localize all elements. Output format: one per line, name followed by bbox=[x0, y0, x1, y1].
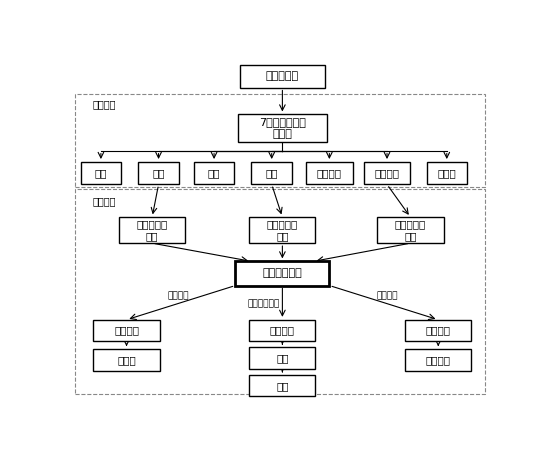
Text: 识别挂字: 识别挂字 bbox=[376, 291, 398, 300]
Text: 双层挂牌: 双层挂牌 bbox=[426, 355, 451, 365]
FancyBboxPatch shape bbox=[94, 349, 160, 370]
FancyBboxPatch shape bbox=[249, 348, 316, 369]
Text: 字符识别模型: 字符识别模型 bbox=[262, 269, 302, 278]
FancyBboxPatch shape bbox=[240, 65, 325, 88]
Text: 识别粤、黑字: 识别粤、黑字 bbox=[247, 299, 279, 308]
FancyBboxPatch shape bbox=[80, 162, 121, 185]
Text: 双层绿牌: 双层绿牌 bbox=[317, 168, 342, 178]
Text: 识别学字: 识别学字 bbox=[167, 291, 188, 300]
FancyBboxPatch shape bbox=[426, 162, 467, 185]
FancyBboxPatch shape bbox=[94, 320, 160, 341]
FancyBboxPatch shape bbox=[306, 162, 353, 185]
Text: 切割第七位
字符: 切割第七位 字符 bbox=[137, 220, 168, 241]
Text: 蓝牌: 蓝牌 bbox=[95, 168, 107, 178]
Text: 港牌: 港牌 bbox=[276, 353, 289, 363]
Text: 切割右下角
字符: 切割右下角 字符 bbox=[395, 220, 426, 241]
Text: 精定位车牌: 精定位车牌 bbox=[266, 71, 299, 81]
Text: 新能源: 新能源 bbox=[437, 168, 456, 178]
Text: 双层黄牌: 双层黄牌 bbox=[426, 326, 451, 335]
FancyBboxPatch shape bbox=[138, 162, 179, 185]
Text: 7类车牌类型识
别模型: 7类车牌类型识 别模型 bbox=[259, 117, 306, 139]
FancyBboxPatch shape bbox=[235, 261, 329, 286]
FancyBboxPatch shape bbox=[237, 114, 327, 142]
Bar bbox=[75, 94, 485, 187]
FancyBboxPatch shape bbox=[405, 320, 471, 341]
Text: 黄牌: 黄牌 bbox=[152, 168, 165, 178]
Text: 一次识别: 一次识别 bbox=[93, 99, 116, 109]
Bar bbox=[75, 189, 485, 394]
Text: 澳牌: 澳牌 bbox=[276, 381, 289, 391]
FancyBboxPatch shape bbox=[249, 217, 316, 243]
FancyBboxPatch shape bbox=[249, 320, 316, 341]
Text: 白牌: 白牌 bbox=[208, 168, 220, 178]
Text: 普通黄牌: 普通黄牌 bbox=[114, 326, 139, 335]
FancyBboxPatch shape bbox=[194, 162, 234, 185]
FancyBboxPatch shape bbox=[377, 217, 444, 243]
FancyBboxPatch shape bbox=[405, 349, 471, 370]
FancyBboxPatch shape bbox=[249, 375, 316, 396]
Text: 二次识别: 二次识别 bbox=[93, 196, 116, 206]
Text: 切割第七位
字符: 切割第七位 字符 bbox=[267, 220, 298, 241]
Text: 双层黄牌: 双层黄牌 bbox=[375, 168, 399, 178]
FancyBboxPatch shape bbox=[364, 162, 410, 185]
Text: 黑牌: 黑牌 bbox=[266, 168, 278, 178]
Text: 普通黑牌: 普通黑牌 bbox=[270, 326, 295, 335]
FancyBboxPatch shape bbox=[119, 217, 185, 243]
FancyBboxPatch shape bbox=[251, 162, 292, 185]
Text: 教练牌: 教练牌 bbox=[117, 355, 136, 365]
